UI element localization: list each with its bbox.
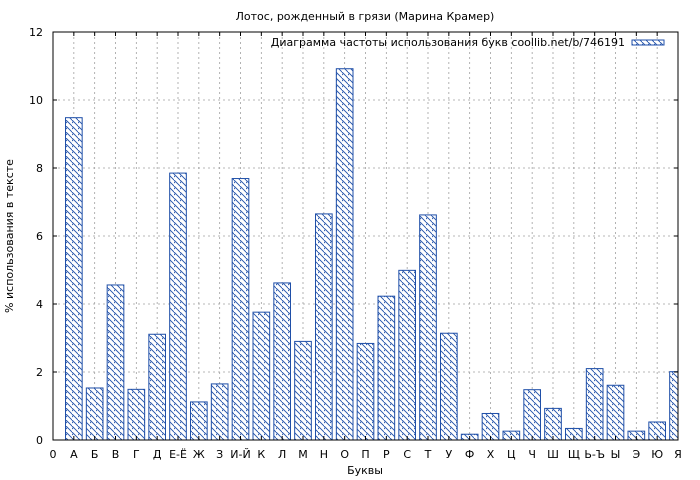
bars-group — [65, 68, 679, 441]
x-tick-label: Л — [278, 448, 286, 461]
y-tick-label: 2 — [36, 366, 43, 379]
x-tick-label: Х — [487, 448, 495, 461]
x-tick-label: Ц — [507, 448, 516, 461]
legend-label: Диаграмма частоты использования букв coo… — [271, 36, 625, 49]
bar — [252, 311, 271, 441]
bar — [127, 388, 146, 441]
bar — [106, 284, 125, 441]
bar — [669, 371, 679, 441]
bar — [231, 178, 250, 441]
bar — [210, 383, 229, 441]
x-tick-label: П — [361, 448, 369, 461]
x-tick-label: Ч — [528, 448, 536, 461]
bar — [398, 269, 417, 441]
x-tick-label: Щ — [568, 448, 580, 461]
chart-title: Лотос, рожденный в грязи (Марина Крамер) — [236, 10, 495, 23]
bar — [356, 342, 375, 441]
x-tick-label: Ш — [547, 448, 559, 461]
x-tick-label: Ф — [465, 448, 474, 461]
x-tick-label: С — [403, 448, 411, 461]
bar — [85, 387, 104, 441]
x-tick-label: М — [298, 448, 308, 461]
bar — [294, 340, 312, 441]
bar — [523, 389, 541, 441]
legend: Диаграмма частоты использования букв coo… — [271, 36, 665, 49]
x-tick-label: Ю — [651, 448, 663, 461]
y-axis-label: % использования в тексте — [3, 159, 16, 313]
y-tick-label: 0 — [36, 434, 43, 447]
x-tick-label: Т — [424, 448, 432, 461]
x-tick-label: У — [445, 448, 452, 461]
bar — [440, 332, 458, 441]
bar — [148, 333, 166, 441]
y-tick-label: 8 — [36, 162, 43, 175]
x-tick-label: А — [70, 448, 78, 461]
bar — [585, 368, 604, 441]
x-tick-label: Г — [133, 448, 140, 461]
x-tick-label: Б — [91, 448, 99, 461]
x-tick-label: Э — [632, 448, 640, 461]
bar — [273, 282, 292, 441]
y-tick-label: 10 — [29, 94, 43, 107]
x-tick-label: Д — [153, 448, 162, 461]
bar — [377, 295, 396, 441]
x-tick-label: Р — [383, 448, 390, 461]
bar — [190, 401, 208, 441]
x-tick-label: О — [340, 448, 349, 461]
bar — [544, 407, 562, 441]
x-tick-label: Н — [320, 448, 328, 461]
x-tick-label: Я — [674, 448, 682, 461]
x-tick-label: Ь-Ъ — [584, 448, 605, 461]
x-tick-label: З — [216, 448, 223, 461]
bar — [169, 172, 187, 441]
x-tick-label: Ы — [611, 448, 621, 461]
x-axis-label: Буквы — [347, 464, 383, 477]
y-tick-label: 12 — [29, 26, 43, 39]
bar — [315, 213, 333, 441]
legend-swatch — [631, 39, 665, 46]
x-tick-label: Ж — [193, 448, 205, 461]
x-tick-label: 0 — [50, 448, 57, 461]
bar — [65, 117, 83, 441]
x-tick-label: В — [112, 448, 120, 461]
y-tick-label: 6 — [36, 230, 43, 243]
x-tick-label: И-Й — [230, 448, 250, 461]
bar — [335, 68, 354, 441]
x-tick-label: К — [257, 448, 265, 461]
bar — [606, 384, 625, 441]
bar — [419, 214, 437, 441]
y-tick-label: 4 — [36, 298, 43, 311]
x-tick-label: Е-Ё — [169, 448, 187, 461]
